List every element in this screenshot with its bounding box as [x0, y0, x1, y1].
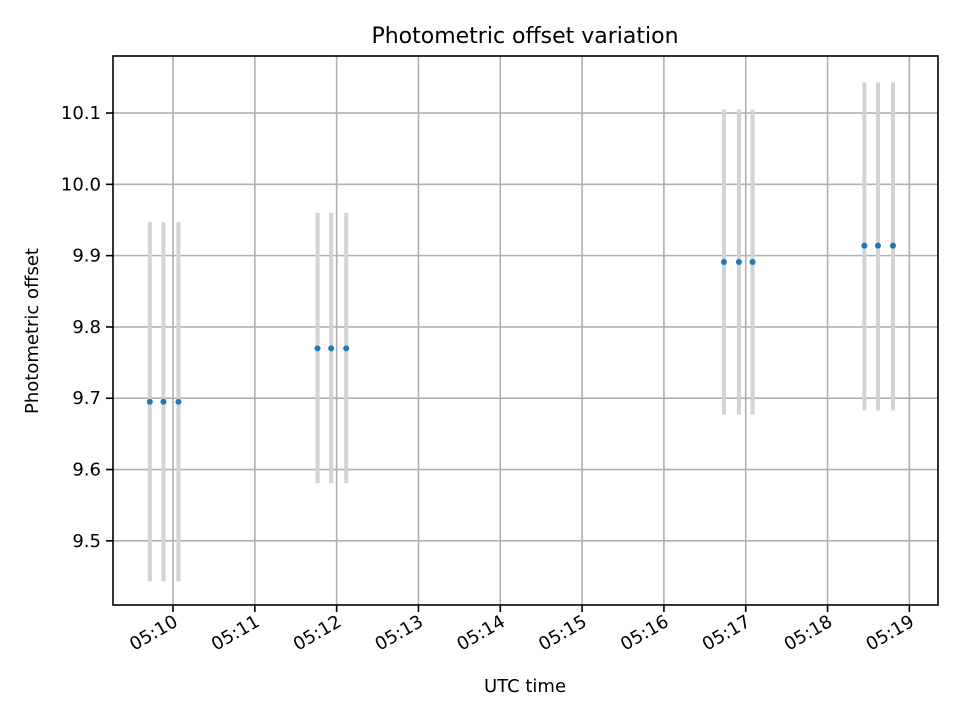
x-tick-label: 05:18: [781, 611, 836, 655]
x-tick-label: 05:10: [126, 611, 181, 655]
data-point: [314, 345, 321, 352]
y-tick-label: 9.7: [72, 388, 101, 409]
chart-title: Photometric offset variation: [371, 24, 678, 49]
y-tick-label: 9.8: [72, 317, 101, 338]
y-tick-label: 9.6: [72, 460, 101, 481]
x-tick-label: 05:13: [372, 611, 427, 655]
y-tick-label: 10.0: [61, 174, 101, 195]
data-point: [861, 242, 868, 249]
x-tick-label: 05:19: [862, 611, 917, 655]
grid: [113, 56, 938, 605]
data-point: [890, 242, 896, 249]
x-tick-label: 05:16: [617, 611, 672, 655]
x-tick-label: 05:17: [699, 611, 754, 655]
data-point: [735, 259, 742, 266]
y-axis-label: Photometric offset: [22, 248, 43, 414]
data-points: [146, 242, 896, 405]
x-axis-label: UTC time: [484, 676, 566, 697]
x-tick-label: 05:15: [535, 611, 590, 655]
y-tick-label: 9.9: [72, 246, 101, 267]
x-axis-ticks: 05:10 05:11 05:12 05:13 05:14 05:15 05:16 05:17…: [126, 605, 918, 655]
x-tick-label: 05:11: [208, 611, 263, 655]
plot-frame: [112, 55, 939, 606]
y-tick-label: 9.5: [72, 531, 101, 552]
data-point: [343, 345, 350, 352]
data-point: [175, 398, 182, 405]
data-point: [328, 345, 335, 352]
y-axis-ticks: 9.5 9.6 9.7 9.8 9.9 10.0 10.1: [61, 103, 113, 552]
data-point: [160, 398, 167, 405]
data-point: [146, 398, 153, 405]
data-point: [875, 242, 881, 249]
x-tick-label: 05:14: [453, 611, 508, 655]
error-bars: [147, 82, 895, 582]
y-tick-label: 10.1: [61, 103, 101, 124]
data-point: [749, 259, 756, 266]
data-point: [720, 259, 727, 266]
x-tick-label: 05:12: [290, 611, 345, 655]
